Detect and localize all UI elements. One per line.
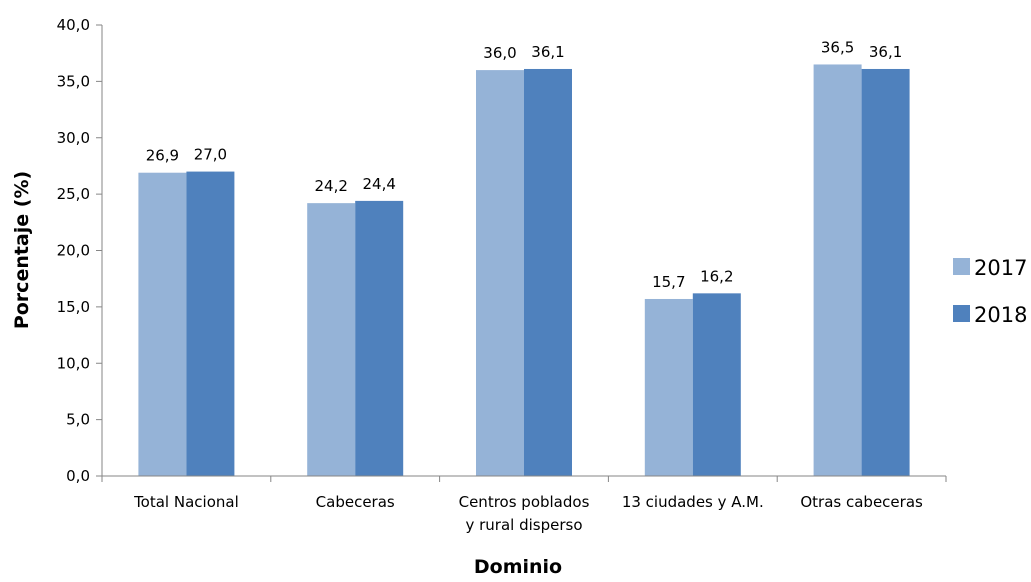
bar-2017-2: [476, 70, 524, 476]
y-axis-title: Porcentaje (%): [11, 171, 33, 329]
legend-label-2017: 2017: [974, 256, 1027, 280]
bar-2017-0: [138, 172, 187, 476]
y-tick-label-3: 15,0: [57, 298, 90, 316]
labels-layer: 26,9 24,2 36,0 15,7 36,5 27,0 24,4 36,1 16,2 36,1…: [57, 16, 923, 534]
data-label-2017-1: 24,2: [314, 177, 347, 195]
y-tick-label-8: 40,0: [57, 16, 90, 34]
data-label-2018-0: 27,0: [194, 146, 227, 164]
legend-swatch-2017: [953, 258, 970, 275]
data-label-2017-0: 26,9: [146, 147, 179, 165]
category-label-2-line-1: y rural disperso: [465, 516, 582, 534]
data-label-2018-4: 36,1: [869, 43, 902, 61]
x-axis-title: Dominio: [474, 556, 562, 578]
axes-layer: [96, 24, 947, 482]
bar-2017-3: [644, 298, 693, 476]
bar-2018-3: [692, 293, 741, 476]
y-tick-label-7: 35,0: [57, 72, 90, 90]
category-label-0: Total Nacional: [133, 493, 239, 511]
category-label-1: Cabeceras: [316, 493, 395, 511]
y-tick-label-1: 5,0: [66, 411, 90, 429]
y-tick-label-2: 10,0: [57, 354, 90, 372]
bar-2018-2: [524, 68, 572, 476]
category-label-3: 13 ciudades y A.M.: [622, 493, 764, 511]
data-label-2017-3: 15,7: [652, 273, 685, 291]
y-tick-label-6: 30,0: [57, 129, 90, 147]
y-tick-label-4: 20,0: [57, 242, 90, 260]
bar-2018-1: [355, 200, 404, 476]
bar-2017-1: [307, 203, 356, 476]
data-label-2018-2: 36,1: [531, 43, 564, 61]
data-label-2017-2: 36,0: [483, 44, 516, 62]
legend-swatch-2018: [953, 305, 970, 322]
category-label-4: Otras cabeceras: [800, 493, 923, 511]
bars-layer: [138, 64, 910, 477]
data-label-2018-3: 16,2: [700, 267, 733, 285]
data-label-2018-1: 24,4: [362, 175, 395, 193]
y-tick-label-5: 25,0: [57, 185, 90, 203]
bar-2017-4: [813, 64, 862, 477]
bar-2018-0: [186, 171, 235, 476]
legend: 2017 2018: [953, 256, 1027, 327]
y-tick-label-0: 0,0: [66, 467, 90, 485]
legend-label-2018: 2018: [974, 303, 1027, 327]
data-label-2017-4: 36,5: [821, 38, 854, 56]
bar-2018-4: [861, 68, 910, 476]
category-label-2-line-0: Centros poblados: [459, 493, 590, 511]
